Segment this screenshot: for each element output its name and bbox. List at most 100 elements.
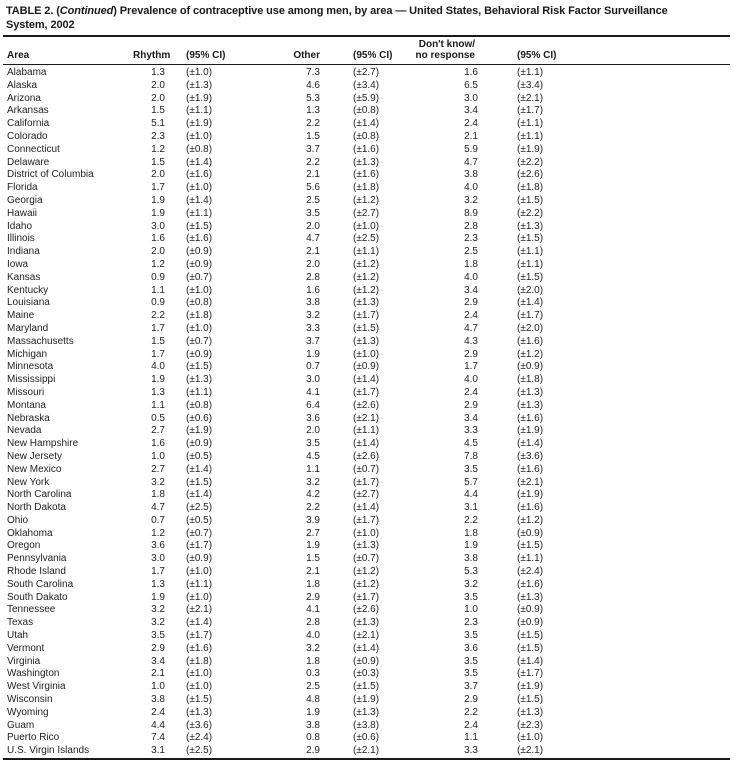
area-cell: Oregon	[7, 540, 41, 552]
rhythm-ci-cell: (±0.9)	[186, 246, 213, 258]
dont-know-ci-cell: (±1.9)	[517, 425, 544, 437]
table-row: Wisconsin 3.8 (±1.5) 4.8 (±1.9) 2.9 (±1.5)	[3, 694, 730, 707]
dont-know-value-cell: 3.6	[464, 642, 478, 654]
area-cell: Arizona	[7, 92, 41, 104]
other-value-cell: 1.3	[306, 105, 320, 117]
other-ci-cell: (±1.7)	[353, 386, 380, 398]
area-cell: Kansas	[7, 271, 41, 283]
rhythm-value-cell: 1.3	[151, 578, 165, 590]
other-value-cell: 4.2	[306, 489, 320, 501]
table-row: Tennessee 3.2 (±2.1) 4.1 (±2.6) 1.0 (±0.9)	[3, 604, 730, 617]
area-cell: New York	[7, 476, 50, 488]
area-cell: Georgia	[7, 194, 43, 206]
table-row: Guam 4.4 (±3.6) 3.8 (±3.8) 2.4 (±2.3)	[3, 720, 730, 733]
rhythm-value-cell: 1.7	[151, 182, 165, 194]
rhythm-ci-cell: (±1.7)	[186, 630, 213, 642]
other-ci-cell: (±1.3)	[353, 617, 380, 629]
rhythm-value-cell: 2.1	[151, 668, 165, 680]
other-value-cell: 4.0	[306, 630, 320, 642]
dont-know-value-cell: 2.4	[464, 310, 478, 322]
dont-know-value-cell: 3.4	[464, 412, 478, 424]
dont-know-value-cell: 2.3	[464, 233, 478, 245]
other-ci-cell: (±2.1)	[353, 745, 380, 757]
dont-know-ci-cell: (±1.7)	[517, 105, 544, 117]
dont-know-ci-cell: (±1.3)	[517, 706, 544, 718]
other-ci-cell: (±1.4)	[353, 502, 380, 514]
dont-know-value-cell: 3.8	[464, 553, 478, 565]
table-row: North Carolina 1.8 (±1.4) 4.2 (±2.7) 4.4 (±1.9…	[3, 489, 730, 502]
rhythm-value-cell: 1.0	[151, 450, 165, 462]
rhythm-value-cell: 3.4	[151, 655, 165, 667]
area-cell: North Dakota	[7, 502, 66, 514]
dont-know-ci-cell: (±1.5)	[517, 194, 544, 206]
other-ci-cell: (±1.1)	[353, 246, 380, 258]
rhythm-ci-cell: (±2.4)	[186, 732, 213, 744]
rhythm-ci-cell: (±1.1)	[186, 207, 213, 219]
dont-know-value-cell: 2.8	[464, 220, 478, 232]
other-value-cell: 0.8	[306, 732, 320, 744]
area-cell: Alaska	[7, 79, 38, 91]
rhythm-ci-cell: (±1.0)	[186, 67, 213, 78]
area-cell: Missouri	[7, 386, 45, 398]
table-row: Iowa 1.2 (±0.9) 2.0 (±1.2) 1.8 (±1.1)	[3, 259, 730, 272]
other-value-cell: 3.3	[306, 322, 320, 334]
column-header-other: Other	[293, 50, 320, 61]
table-row: Nevada 2.7 (±1.9) 2.0 (±1.1) 3.3 (±1.9)	[3, 425, 730, 438]
table-row: New York 3.2 (±1.5) 3.2 (±1.7) 5.7 (±2.1)	[3, 477, 730, 490]
area-cell: Wyoming	[7, 706, 49, 718]
other-ci-cell: (±1.9)	[353, 694, 380, 706]
other-ci-cell: (±1.4)	[353, 118, 380, 130]
rhythm-value-cell: 1.5	[151, 335, 165, 347]
other-value-cell: 5.3	[306, 92, 320, 104]
dont-know-value-cell: 3.3	[464, 425, 478, 437]
rhythm-ci-cell: (±1.3)	[186, 374, 213, 386]
dont-know-ci-cell: (±1.0)	[517, 732, 544, 744]
dont-know-value-cell: 4.0	[464, 182, 478, 194]
dont-know-value-cell: 2.9	[464, 348, 478, 360]
dont-know-value-cell: 8.9	[464, 207, 478, 219]
other-value-cell: 2.8	[306, 271, 320, 283]
dont-know-ci-cell: (±1.3)	[517, 220, 544, 232]
dont-know-ci-cell: (±1.7)	[517, 310, 544, 322]
rhythm-value-cell: 0.5	[151, 412, 165, 424]
rhythm-value-cell: 3.6	[151, 540, 165, 552]
other-value-cell: 2.2	[306, 156, 320, 168]
column-header-ci-dont-know: (95% CI)	[517, 50, 557, 61]
dont-know-value-cell: 3.8	[464, 169, 478, 181]
table-row: Oklahoma 1.2 (±0.7) 2.7 (±1.0) 1.8 (±0.9)	[3, 528, 730, 541]
rhythm-ci-cell: (±1.0)	[186, 668, 213, 680]
rhythm-ci-cell: (±1.9)	[186, 118, 213, 130]
other-ci-cell: (±0.7)	[353, 553, 380, 565]
area-cell: South Dakato	[7, 591, 68, 603]
other-value-cell: 2.8	[306, 617, 320, 629]
dont-know-value-cell: 2.9	[464, 297, 478, 309]
rhythm-ci-cell: (±2.1)	[186, 604, 213, 616]
table-row: Alaska 2.0 (±1.3) 4.6 (±3.4) 6.5 (±3.4)	[3, 80, 730, 93]
area-cell: Louisiana	[7, 297, 50, 309]
rhythm-value-cell: 2.0	[151, 246, 165, 258]
rhythm-value-cell: 0.7	[151, 514, 165, 526]
table-row: North Dakota 4.7 (±2.5) 2.2 (±1.4) 3.1 (±1.6)	[3, 502, 730, 515]
other-value-cell: 1.5	[306, 553, 320, 565]
area-cell: Texas	[7, 617, 34, 629]
other-value-cell: 4.8	[306, 694, 320, 706]
table-row: Idaho 3.0 (±1.5) 2.0 (±1.0) 2.8 (±1.3)	[3, 221, 730, 234]
other-ci-cell: (±2.7)	[353, 67, 380, 78]
rhythm-ci-cell: (±1.4)	[186, 489, 213, 501]
rhythm-ci-cell: (±2.5)	[186, 502, 213, 514]
table-row: Illinois 1.6 (±1.6) 4.7 (±2.5) 2.3 (±1.5)	[3, 233, 730, 246]
other-ci-cell: (±0.9)	[353, 361, 380, 373]
other-ci-cell: (±1.7)	[353, 310, 380, 322]
dont-know-value-cell: 5.7	[464, 476, 478, 488]
area-cell: Maine	[7, 310, 35, 322]
rhythm-value-cell: 1.2	[151, 527, 165, 539]
table-row: Oregon 3.6 (±1.7) 1.9 (±1.3) 1.9 (±1.5)	[3, 540, 730, 553]
other-value-cell: 2.5	[306, 681, 320, 693]
rhythm-value-cell: 3.5	[151, 630, 165, 642]
dont-know-value-cell: 3.1	[464, 502, 478, 514]
other-ci-cell: (±2.6)	[353, 399, 380, 411]
other-value-cell: 1.9	[306, 348, 320, 360]
column-header-rhythm: Rhythm	[133, 50, 171, 61]
dont-know-ci-cell: (±1.3)	[517, 386, 544, 398]
other-ci-cell: (±0.7)	[353, 463, 380, 475]
